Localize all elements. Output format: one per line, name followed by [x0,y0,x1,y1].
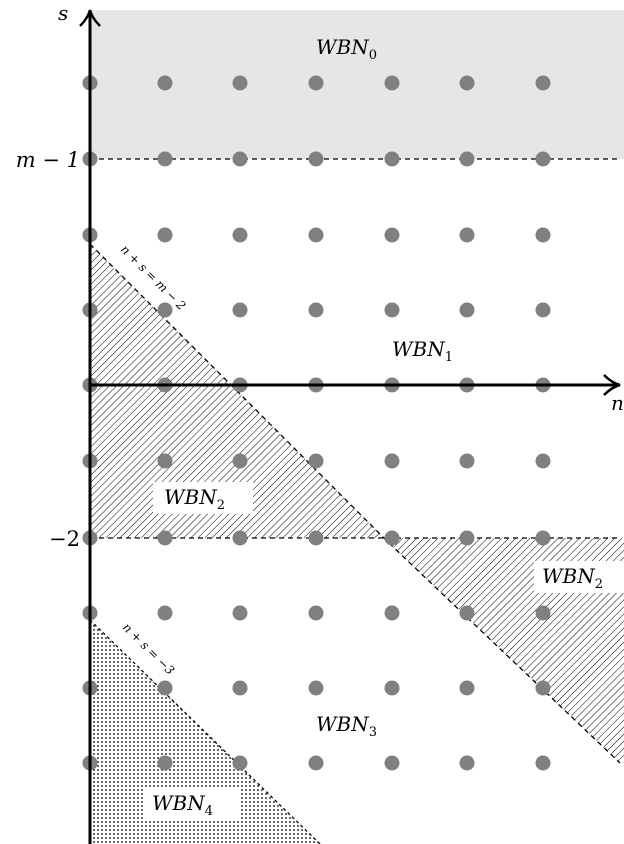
wbn3-label: WBN3 [316,712,377,740]
svg-text:WBN2: WBN2 [542,564,603,592]
lattice-point [459,75,475,91]
lattice-point [384,227,400,243]
lattice-point [232,227,248,243]
lattice-point [157,302,173,318]
lattice-point [535,302,551,318]
wbn4-label-sub: 4 [205,804,213,819]
lattice-point [232,302,248,318]
wbn0-label: WBN0 [316,35,377,63]
lattice-point [459,227,475,243]
lattice-point [232,75,248,91]
lattice-point [157,755,173,771]
wbn2-left-label-bg [153,482,253,514]
lattice-point [308,680,324,696]
lattice-point [384,755,400,771]
lattice-point [308,755,324,771]
lattice-point [308,151,324,167]
wbn2-right-label-sub: 2 [595,577,603,592]
svg-text:WBN3: WBN3 [316,712,377,740]
vertical-axis-arrowhead [79,9,101,27]
lattice-point [157,75,173,91]
lattice-point [384,151,400,167]
wbn2-left-label: WBN2 [153,482,253,514]
lattice-point [384,530,400,546]
wbn2-right-region [390,538,624,763]
wbn0-label-sub: 0 [369,48,377,63]
wbn4-label-base: WBN [152,791,206,815]
wbn2-right-label-base: WBN [542,564,596,588]
wbn1-label-base: WBN [392,337,446,361]
svg-text:WBN0: WBN0 [316,35,377,63]
lattice-point [308,605,324,621]
lattice-point [535,151,551,167]
svg-text:WBN4: WBN4 [152,791,213,819]
wbn2-left-label-base: WBN [164,485,218,509]
lattice-point [232,530,248,546]
wbn2-right-label: WBN2 [534,561,624,593]
lattice-point [459,605,475,621]
lattice-point [535,453,551,469]
lattice-point [535,75,551,91]
lattice-point [535,755,551,771]
lattice-point [157,680,173,696]
tick-label-minus-2: −2 [49,527,80,551]
lattice-point [384,453,400,469]
lattice-point [384,605,400,621]
lattice-point [459,151,475,167]
wbn0-label-base: WBN [316,35,370,59]
lattice-point [232,755,248,771]
lattice-point [535,227,551,243]
wbn1-label: WBN1 [392,337,453,365]
wbn0-region [90,10,624,159]
lattice-point [459,680,475,696]
wbn4-label: WBN4 [143,788,239,820]
lattice-point [384,302,400,318]
lattice-points [82,75,551,771]
wbn1-label-sub: 1 [445,350,453,365]
lattice-point [459,530,475,546]
horizontal-axis-arrowhead [603,374,621,396]
wbn2-right-region-fill [390,538,620,763]
lattice-point [535,605,551,621]
lattice-point [157,530,173,546]
lattice-point [308,453,324,469]
lattice-point [384,680,400,696]
lattice-point [459,453,475,469]
svg-text:WBN1: WBN1 [392,337,453,365]
lattice-point [459,755,475,771]
wbn2-left-label-sub: 2 [217,498,225,513]
wbn2-right-label-bg [534,561,624,593]
horizontal-axis-label: n [611,391,624,415]
lattice-point [157,605,173,621]
lattice-point [232,680,248,696]
wbn4-label-bg [143,788,239,820]
vertical-axis-label: s [58,1,68,25]
lattice-point [308,75,324,91]
wbn3-label-sub: 3 [369,725,377,740]
lattice-point [157,151,173,167]
lattice-point [232,453,248,469]
lattice-point [232,151,248,167]
lattice-point [535,680,551,696]
lattice-point [308,302,324,318]
lattice-point [535,530,551,546]
lattice-point [157,453,173,469]
tick-label-m-minus-1: m − 1 [16,148,80,172]
wbn3-label-base: WBN [316,712,370,736]
lattice-point [308,530,324,546]
lattice-point [232,605,248,621]
lattice-point [308,227,324,243]
lattice-point [157,227,173,243]
lattice-point [384,75,400,91]
lattice-point [459,302,475,318]
svg-text:WBN2: WBN2 [164,485,225,513]
